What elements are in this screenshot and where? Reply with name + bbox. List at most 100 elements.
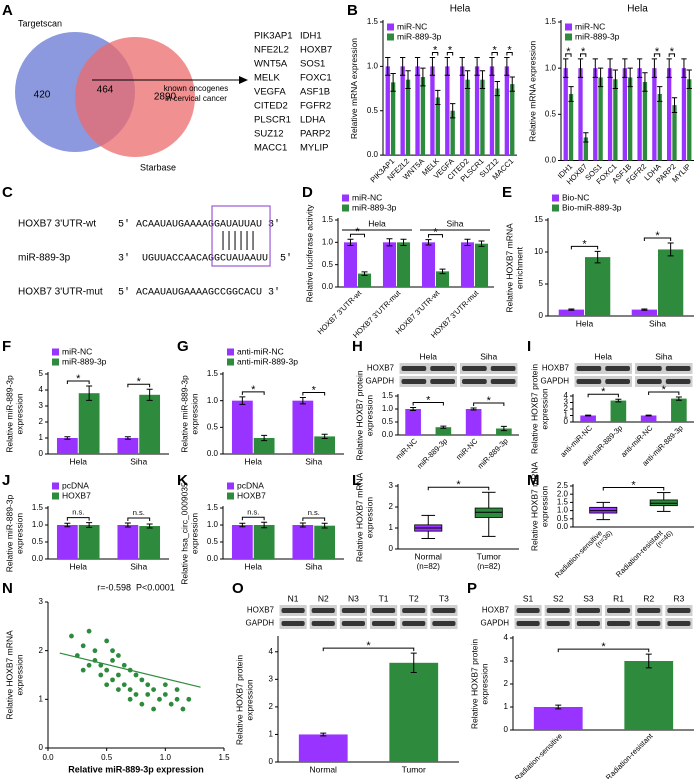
statistic: r=-0.598 P<0.0001 <box>97 582 175 592</box>
significance-label: * <box>507 44 512 56</box>
sequence-name: miR-889-3p <box>18 253 71 264</box>
bar <box>652 68 657 161</box>
y-tick-label: 15 <box>534 215 543 224</box>
error-bar <box>420 67 426 87</box>
y-axis-label: expression <box>479 663 489 704</box>
error-bar <box>645 653 652 669</box>
blot-column-label: S1 <box>523 593 534 603</box>
venn-count: 420 <box>34 90 51 101</box>
x-tick-label: Siha <box>649 318 666 328</box>
y-axis-label: expression <box>14 393 24 434</box>
legend-label: miR-NC <box>352 192 382 202</box>
blot-row-label: GAPDH <box>541 377 570 386</box>
blot-background <box>574 376 632 387</box>
blot-band <box>576 379 602 384</box>
sequence-segment: 5' ACAAUAUGAAAAG <box>118 287 214 299</box>
y-tick-label: 0.0 <box>322 282 334 291</box>
bar <box>558 309 584 316</box>
bar <box>580 415 596 422</box>
significance-label: * <box>631 479 636 491</box>
error-bar <box>385 56 391 76</box>
error-bar <box>622 58 628 78</box>
y-axis-label: Relative miR-889-3p <box>4 494 14 572</box>
error-bar <box>594 250 601 264</box>
bar <box>389 662 439 762</box>
blot-band <box>402 621 426 626</box>
legend-label: miR-NC <box>62 346 92 356</box>
y-tick-label: 1 <box>504 702 509 711</box>
significance-label: * <box>566 46 571 58</box>
panel-label: K <box>177 472 188 489</box>
error-bar <box>641 308 648 311</box>
significance-label: * <box>456 479 461 491</box>
y-tick-label: 2 <box>389 502 394 511</box>
y-tick-label: 1.5 <box>557 498 569 507</box>
panel-label: J <box>2 472 10 489</box>
panel-label: C <box>2 184 13 201</box>
bar <box>382 242 396 287</box>
gene: SOS1 <box>300 59 325 70</box>
blot-band <box>637 608 661 613</box>
legend-label: miR-NC <box>575 21 605 31</box>
y-tick-label: 1.5 <box>32 503 44 512</box>
error-bar <box>299 522 306 528</box>
blot-band <box>281 608 305 613</box>
x-tick-label: 1.0 <box>160 753 172 762</box>
bar <box>253 525 275 559</box>
error-bar <box>347 238 354 246</box>
y-tick-label: 2.5 <box>557 481 569 490</box>
x-tick-label: 0.0 <box>42 753 54 762</box>
gene: FOXC1 <box>300 73 332 84</box>
point <box>92 648 98 654</box>
x-tick-label: Tumor <box>477 551 501 561</box>
error-bar <box>64 522 71 528</box>
point <box>174 687 180 692</box>
arrow-head <box>239 76 248 84</box>
point <box>121 682 127 688</box>
legend-swatch <box>227 482 234 490</box>
axis <box>47 602 224 749</box>
error-bar <box>500 425 507 432</box>
legend-swatch <box>52 358 59 366</box>
y-tick-label: 0 <box>39 743 44 752</box>
point <box>151 706 157 712</box>
panel-label: O <box>232 580 244 597</box>
significance-label: * <box>433 44 438 56</box>
legend-label: HOXB7 <box>237 490 266 500</box>
blot-column-label: N1 <box>288 593 299 603</box>
error-bar <box>615 398 622 403</box>
bar <box>465 409 482 435</box>
blot-background <box>574 363 632 374</box>
sequence-segment: GAUAUUAU <box>214 220 262 231</box>
significance-label: * <box>670 46 675 58</box>
point <box>104 638 110 644</box>
legend-swatch <box>52 482 59 490</box>
blot-band <box>546 621 570 626</box>
bar <box>415 66 420 156</box>
significance-bracket <box>570 245 599 250</box>
bar <box>117 438 139 454</box>
error-bar <box>666 58 672 78</box>
error-bar <box>667 242 674 257</box>
significance-bracket <box>602 487 665 491</box>
error-bar <box>636 58 643 78</box>
point <box>162 682 168 688</box>
error-bar <box>425 239 432 246</box>
significance-bracket <box>302 517 326 521</box>
bar <box>640 415 657 422</box>
gene: SUZ12 <box>254 129 284 140</box>
blot-row-label: HOXB7 <box>542 364 570 373</box>
y-tick-label: 2.0 <box>557 489 569 498</box>
legend-swatch <box>227 348 234 356</box>
bar <box>607 68 613 161</box>
bar <box>117 525 139 559</box>
bar <box>578 68 583 161</box>
error-bar <box>239 522 246 528</box>
point <box>127 687 133 692</box>
bar <box>78 525 100 559</box>
significance-label: n.s. <box>308 508 320 517</box>
blot-column-label: N2 <box>318 593 329 603</box>
significance-bracket <box>412 401 444 406</box>
error-bar <box>627 67 633 88</box>
blot-band <box>576 608 600 613</box>
